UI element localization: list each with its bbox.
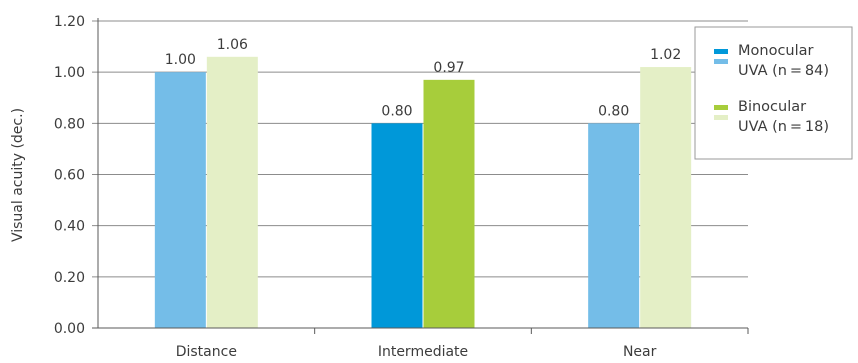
legend-label: Binocular	[738, 99, 806, 115]
bar	[423, 79, 475, 328]
y-tick-label: 0.40	[54, 219, 85, 235]
legend-label: UVA (n = 18)	[738, 119, 829, 135]
y-tick-label: 0.60	[54, 168, 85, 184]
bar	[206, 56, 258, 329]
legend-swatch	[714, 105, 728, 110]
x-tick-label: Intermediate	[378, 344, 468, 360]
y-tick-label: 0.20	[54, 270, 85, 286]
y-tick-label: 1.20	[54, 14, 85, 30]
y-tick-label: 0.80	[54, 116, 85, 132]
bars	[154, 56, 692, 329]
legend-swatch	[714, 115, 728, 120]
legend: Monocular UVA (n = 84) Binocular UVA (n = 1…	[694, 26, 853, 160]
data-label: 0.97	[433, 60, 464, 76]
legend-label: UVA (n = 84)	[738, 63, 829, 79]
bar	[154, 72, 206, 329]
legend-swatch	[714, 59, 728, 64]
x-tick-label: Distance	[176, 344, 237, 360]
data-label: 1.06	[217, 37, 248, 53]
bar	[640, 67, 692, 329]
data-label: 0.80	[598, 103, 629, 119]
y-axis-ticks: 0.00 0.20 0.40 0.60 0.80 1.00 1.20	[54, 14, 85, 337]
data-labels: 1.00 1.06 0.80 0.97 0.80 1.02	[165, 37, 682, 120]
y-tick-label: 0.00	[54, 321, 85, 337]
x-tick-label: Near	[623, 344, 657, 360]
axes	[92, 18, 749, 334]
x-axis-ticks: Distance Intermediate Near	[176, 344, 657, 360]
y-axis-title: Visual acuity (dec.)	[10, 108, 26, 242]
bar	[371, 123, 423, 328]
legend-swatch	[714, 49, 728, 54]
data-label: 0.80	[381, 103, 412, 119]
data-label: 1.02	[650, 47, 681, 63]
data-label: 1.00	[165, 52, 196, 68]
legend-label: Monocular	[738, 43, 814, 59]
y-tick-label: 1.00	[54, 65, 85, 81]
bar	[588, 123, 640, 328]
